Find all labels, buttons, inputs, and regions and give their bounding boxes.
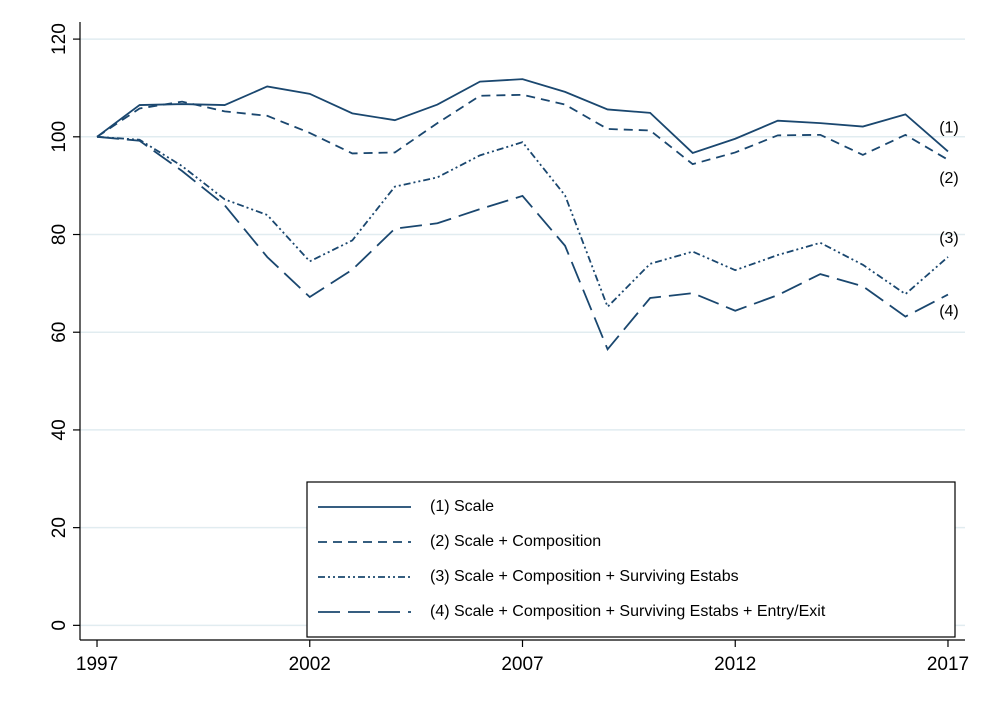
y-tick-label: 40: [49, 419, 70, 440]
x-tick-label: 2002: [289, 654, 331, 675]
series-line: [96, 135, 949, 309]
legend: (1) Scale (2) Scale + Composition (3) Scal…: [306, 481, 956, 638]
series-line: [96, 135, 949, 352]
legend-box: [306, 481, 956, 638]
y-tick-label: 100: [49, 121, 70, 153]
legend-label: (4) Scale + Composition + Surviving Esta…: [430, 603, 826, 620]
x-tick-label: 2012: [714, 654, 756, 675]
series-line: [96, 93, 949, 166]
y-tick-label: 0: [49, 620, 70, 631]
y-tick-label: 120: [49, 23, 70, 55]
line-label: (4): [939, 303, 959, 320]
series-line: [96, 78, 949, 154]
y-tick-label: 20: [49, 517, 70, 538]
line-label: (1): [939, 120, 959, 137]
line-label: (3): [939, 230, 959, 247]
legend-label: (3) Scale + Composition + Surviving Esta…: [430, 568, 739, 585]
x-tick-label: 2007: [501, 654, 543, 675]
y-tick-label: 80: [49, 224, 70, 245]
x-tick-label: 2017: [927, 654, 969, 675]
legend-label: (2) Scale + Composition: [430, 533, 601, 550]
x-tick-label: 1997: [76, 654, 118, 675]
legend-label: (1) Scale: [430, 498, 494, 515]
y-tick-label: 60: [49, 322, 70, 343]
line-label: (2): [939, 170, 959, 187]
